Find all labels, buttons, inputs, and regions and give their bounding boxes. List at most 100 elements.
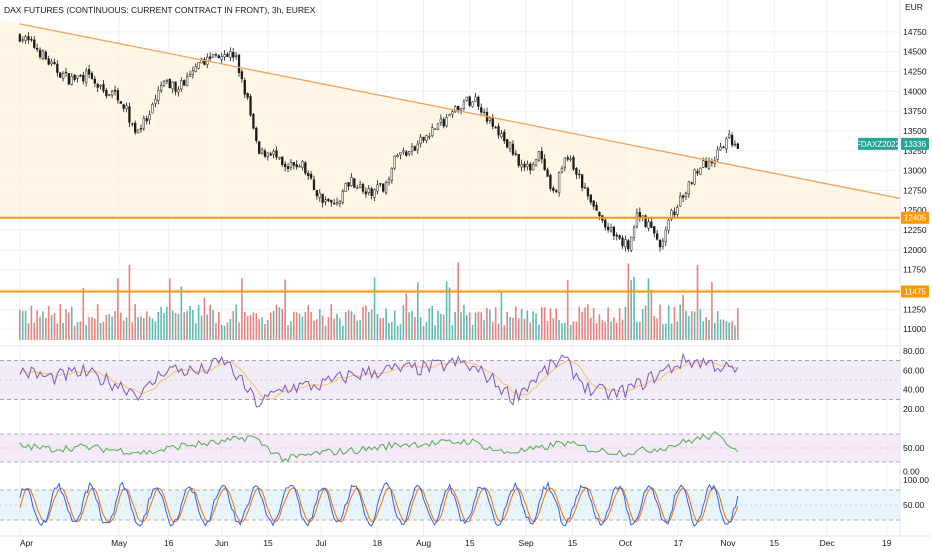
volume-bar bbox=[212, 310, 214, 340]
volume-bar bbox=[99, 323, 102, 340]
volume-bar bbox=[215, 323, 217, 340]
price-label-tag[interactable] bbox=[901, 285, 929, 298]
volume-bar bbox=[391, 321, 393, 340]
time-tick-label: 15 bbox=[465, 538, 475, 548]
volume-bar bbox=[647, 278, 650, 340]
stoch-tick-label: 100.00 bbox=[903, 475, 929, 485]
volume-bar bbox=[318, 309, 321, 340]
oscillator-pane bbox=[0, 430, 900, 463]
volume-bar bbox=[30, 305, 33, 340]
volume-bar bbox=[633, 276, 635, 340]
volume-bar bbox=[59, 304, 62, 340]
time-tick-label: Nov bbox=[720, 538, 736, 548]
volume-bar bbox=[166, 306, 168, 340]
volume-bar bbox=[114, 311, 116, 340]
volume-bar bbox=[278, 307, 281, 340]
candle-body bbox=[569, 158, 572, 160]
time-tick-label: Dec bbox=[820, 538, 836, 548]
stoch-tick-label: 50.00 bbox=[903, 500, 925, 510]
candle-body bbox=[30, 39, 33, 41]
volume-bar bbox=[252, 312, 255, 340]
candle-body bbox=[396, 155, 399, 157]
volume-bar bbox=[223, 325, 226, 340]
candle-body bbox=[428, 136, 431, 138]
volume-bar bbox=[442, 314, 445, 340]
volume-bar bbox=[339, 318, 341, 340]
candle-body bbox=[197, 62, 200, 69]
candle-body bbox=[249, 96, 252, 116]
volume-bar bbox=[171, 310, 174, 340]
candle-body bbox=[508, 142, 512, 149]
volume-bar bbox=[463, 304, 465, 340]
candle-body bbox=[376, 184, 379, 192]
price-tick-label: 11750 bbox=[903, 265, 926, 275]
price-tick-label: 14750 bbox=[903, 27, 927, 37]
candle-body bbox=[618, 235, 621, 239]
volume-bar bbox=[486, 307, 488, 340]
volume-bar bbox=[546, 320, 549, 340]
volume-bar bbox=[699, 309, 702, 340]
volume-bar bbox=[705, 316, 707, 340]
candle-body bbox=[70, 75, 73, 85]
volume-bar bbox=[249, 315, 252, 340]
volume-bar bbox=[246, 315, 249, 340]
candle-body bbox=[667, 220, 670, 231]
volume-bar bbox=[82, 287, 85, 340]
candle-body bbox=[203, 59, 206, 65]
volume-bar bbox=[434, 325, 436, 340]
time-tick-label: 15 bbox=[263, 538, 273, 548]
volume-bar bbox=[232, 311, 235, 340]
candle-body bbox=[653, 226, 656, 234]
candle-body bbox=[356, 187, 359, 189]
price-tick-label: 12750 bbox=[903, 185, 927, 195]
volume-bar bbox=[70, 306, 73, 340]
volume-bar bbox=[636, 321, 638, 340]
candle-body bbox=[50, 61, 53, 65]
candle-body bbox=[131, 123, 134, 125]
candle-body bbox=[21, 39, 24, 41]
volume-bar bbox=[241, 278, 243, 340]
candle-body bbox=[44, 51, 47, 60]
candle-body bbox=[422, 136, 425, 141]
volume-bar bbox=[572, 321, 575, 340]
volume-bar bbox=[209, 304, 211, 340]
volume-bar bbox=[307, 305, 310, 340]
volume-bar bbox=[578, 306, 581, 340]
volume-bar bbox=[301, 316, 304, 340]
volume-bar bbox=[68, 312, 70, 340]
candle-body bbox=[410, 146, 414, 152]
time-tick-label: Jun bbox=[215, 538, 229, 548]
candle-body bbox=[214, 54, 218, 56]
candle-body bbox=[272, 151, 275, 155]
price-label-tag[interactable] bbox=[901, 211, 929, 224]
candle-body bbox=[722, 146, 725, 149]
candle-body bbox=[407, 151, 411, 155]
candle-body bbox=[563, 157, 567, 168]
volume-bar bbox=[494, 307, 497, 340]
candle-body bbox=[258, 141, 261, 154]
candle-body bbox=[301, 161, 304, 168]
volume-bar bbox=[457, 262, 459, 340]
candle-body bbox=[431, 127, 434, 136]
candle-body bbox=[621, 237, 624, 247]
volume-bar bbox=[353, 314, 356, 340]
volume-bar bbox=[716, 311, 719, 340]
volume-bar bbox=[440, 313, 442, 340]
candle-body bbox=[647, 221, 650, 229]
candle-body bbox=[655, 233, 659, 240]
candle-body bbox=[707, 161, 711, 169]
price-label-tag[interactable] bbox=[858, 137, 898, 150]
volume-bar bbox=[238, 322, 240, 340]
price-label-tag[interactable] bbox=[901, 137, 929, 150]
candle-body bbox=[47, 58, 50, 65]
candle-body bbox=[321, 193, 324, 203]
currency-label: EUR bbox=[905, 2, 923, 12]
candle-body bbox=[364, 191, 368, 195]
volume-bar bbox=[267, 319, 269, 340]
candle-body bbox=[650, 221, 653, 228]
price-labels[interactable]: FDAXZ2022 13336 12405 11475 bbox=[856, 137, 929, 298]
volume-bar bbox=[587, 304, 589, 340]
volume-bar bbox=[503, 325, 506, 340]
candle-body bbox=[183, 80, 186, 86]
volume-bar bbox=[566, 279, 569, 340]
